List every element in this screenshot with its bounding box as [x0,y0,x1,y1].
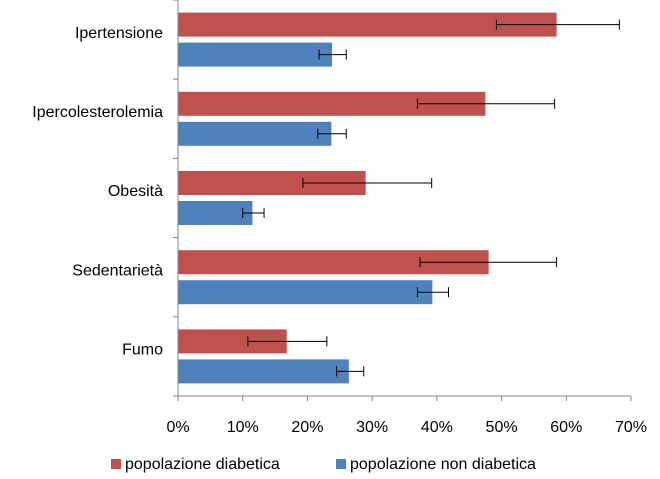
category-label: Ipertensione [75,25,163,42]
x-tick-label: 10% [227,419,259,436]
error-bar-0-1 [416,98,556,109]
x-tick-label: 40% [421,419,453,436]
bars-layer [178,12,557,384]
bar-diabetica-0 [178,12,557,37]
x-tick-label: 70% [615,419,647,436]
error-bar-0-3 [419,257,558,268]
error-bar-1-1 [317,128,347,139]
bar-non-diabetica-1 [178,121,332,146]
category-label: Obesità [108,183,163,200]
x-tick-label: 0% [166,419,189,436]
legend-label: popolazione non diabetica [350,456,536,473]
x-tick-label: 50% [486,419,518,436]
legend-label: popolazione diabetica [125,456,280,473]
error-bar-1-4 [336,366,365,377]
error-bar-1-0 [318,49,347,60]
x-tick-label: 30% [356,419,388,436]
legend: popolazione diabetica popolazione non dia… [111,456,536,473]
legend-swatch [336,459,346,469]
bar-non-diabetica-0 [178,42,333,67]
error-bar-0-4 [247,336,328,347]
x-tick-label: 60% [550,419,582,436]
error-bar-1-2 [242,208,265,218]
legend-swatch [111,459,121,469]
bar-non-diabetica-3 [178,280,433,305]
category-label: Ipercolesterolemia [32,104,163,121]
legend-item-diabetica: popolazione diabetica [111,456,280,473]
error-bar-0-0 [495,19,620,30]
error-bars-layer [242,19,620,377]
legend-item-non-diabetica: popolazione non diabetica [336,456,536,473]
bar-non-diabetica-2 [178,201,253,225]
category-labels: Ipertensione Ipercolesterolemia Obesità Sed… [32,25,163,359]
category-label: Fumo [122,342,163,359]
bar-non-diabetica-4 [178,359,349,384]
category-label: Sedentarietà [72,262,163,279]
error-bar-1-3 [416,287,450,298]
error-bar-0-2 [302,178,433,188]
x-axis-ticks: 0% 10% 20% 30% 40% 50% 60% 70% [166,0,647,436]
x-tick-label: 20% [291,419,323,436]
